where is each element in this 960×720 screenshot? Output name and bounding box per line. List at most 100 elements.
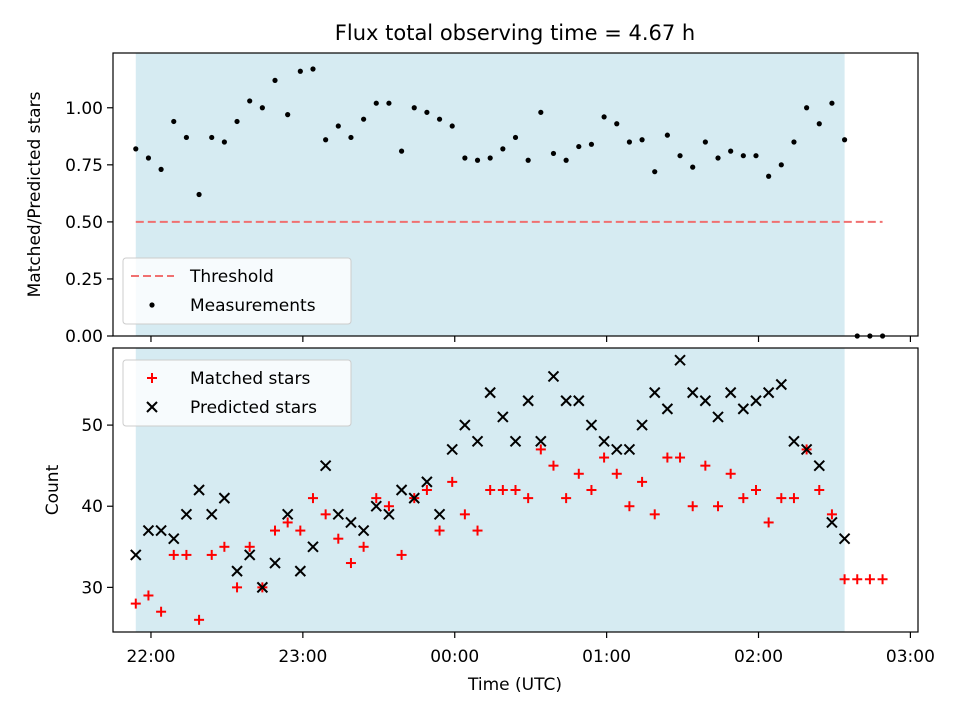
measurement-point <box>766 173 772 179</box>
matched-star-point <box>535 444 546 455</box>
legend-matched-stars-symbol <box>147 373 157 383</box>
legend-plus-mark <box>147 373 157 383</box>
bottom-y-ticks: 30 40 50 <box>81 416 113 598</box>
matched-star-point <box>130 598 141 609</box>
measurement-point <box>133 146 139 152</box>
measurement-point <box>626 139 633 145</box>
measurement-point <box>588 141 595 147</box>
matched-star-point <box>687 501 698 512</box>
top-panel: 0.00 0.25 0.50 0.75 1.00 Matched/Predicted s… <box>25 52 919 347</box>
predicted-star-point <box>750 395 762 407</box>
measurement-point <box>323 137 329 143</box>
y-tick-label: 0.25 <box>65 270 103 290</box>
predicted-star-point <box>433 508 446 521</box>
predicted-star-point <box>332 508 345 521</box>
x-tick-label: 02:00 <box>734 647 783 667</box>
matched-star-point <box>244 541 255 552</box>
measurement-point <box>411 105 417 111</box>
predicted-star-point <box>269 557 281 569</box>
matched-star-point <box>675 452 686 463</box>
matched-star-point <box>776 493 787 504</box>
measurement-point <box>664 132 670 138</box>
matched-star-point <box>624 501 635 512</box>
predicted-star-point <box>319 459 332 472</box>
measurement-point <box>234 118 240 125</box>
y-tick-label: 0.00 <box>65 327 103 347</box>
measurement-point <box>576 143 582 150</box>
legend-measurements-label: Measurements <box>190 296 316 316</box>
measurement-point <box>247 98 253 104</box>
measurement-point <box>474 157 481 163</box>
predicted-star-point <box>838 532 851 545</box>
predicted-star-point <box>636 419 648 431</box>
matched-star-point <box>826 509 837 520</box>
measurement-point <box>183 134 190 141</box>
y-tick-label: 0.50 <box>65 213 103 233</box>
measurement-point <box>525 157 531 163</box>
measurement-point <box>310 66 316 72</box>
predicted-star-point <box>497 411 509 423</box>
top-x-ticks <box>150 336 912 342</box>
measurement-point <box>804 105 810 111</box>
predicted-star-point <box>142 524 155 537</box>
matched-star-point <box>270 525 281 536</box>
measurement-point <box>171 118 177 125</box>
matched-star-point <box>345 558 356 569</box>
measurement-point <box>449 123 455 129</box>
matched-star-point <box>599 452 610 463</box>
x-tick-label: 03:00 <box>886 647 935 667</box>
measurement-point <box>512 134 519 141</box>
top-plot-frame <box>112 52 919 337</box>
matched-star-point <box>383 501 394 512</box>
matched-star-point <box>750 485 761 495</box>
predicted-star-point <box>357 524 370 537</box>
matched-star-point <box>725 468 736 479</box>
top-plot-marks <box>133 66 886 339</box>
predicted-star-point <box>826 516 838 529</box>
legend-cross-mark <box>146 401 158 413</box>
measurement-point <box>829 100 835 106</box>
predicted-star-point <box>522 395 534 407</box>
predicted-star-point <box>737 403 750 415</box>
x-axis-label: Time (UTC) <box>467 675 562 695</box>
measurement-point <box>778 162 784 168</box>
matched-star-point <box>510 485 521 495</box>
y-tick-label: 0.75 <box>65 156 103 176</box>
predicted-star-point <box>661 403 674 415</box>
bottom-y-axis-label: Count <box>43 464 63 515</box>
matched-star-point <box>143 590 154 601</box>
predicted-star-point <box>383 508 395 521</box>
measurement-point <box>740 153 746 159</box>
matched-star-point <box>713 501 724 512</box>
measurement-point <box>639 137 645 143</box>
matched-star-point <box>649 509 660 520</box>
predicted-star-point <box>408 492 420 504</box>
measurement-point <box>398 148 405 154</box>
top-legend: Threshold Measurements <box>122 257 352 325</box>
measurement-point <box>563 157 569 163</box>
measurement-point <box>158 166 164 172</box>
matched-star-point <box>763 517 774 528</box>
matched-star-point <box>371 493 382 504</box>
measurement-point <box>677 153 683 159</box>
bottom-plot-marks <box>130 354 888 625</box>
predicted-star-point <box>193 484 205 496</box>
matched-star-point <box>611 468 622 479</box>
measurement-point <box>335 123 341 129</box>
predicted-star-point <box>623 443 636 456</box>
measurement-point <box>690 164 696 170</box>
measurement-point <box>753 153 759 159</box>
bottom-legend-box <box>122 359 352 427</box>
measurement-point <box>652 169 658 175</box>
matched-star-point <box>472 525 483 536</box>
predicted-star-point <box>130 549 142 561</box>
predicted-star-point <box>243 549 256 561</box>
matched-star-point <box>814 485 825 495</box>
chart-title: Flux total observing time = 4.67 h <box>335 21 695 45</box>
predicted-star-point <box>307 541 319 553</box>
predicted-star-point <box>168 532 180 545</box>
matched-star-point <box>232 582 243 593</box>
bottom-legend: Matched stars Predicted stars <box>122 359 352 427</box>
predicted-star-point <box>459 419 471 431</box>
measurement-point <box>715 155 721 161</box>
